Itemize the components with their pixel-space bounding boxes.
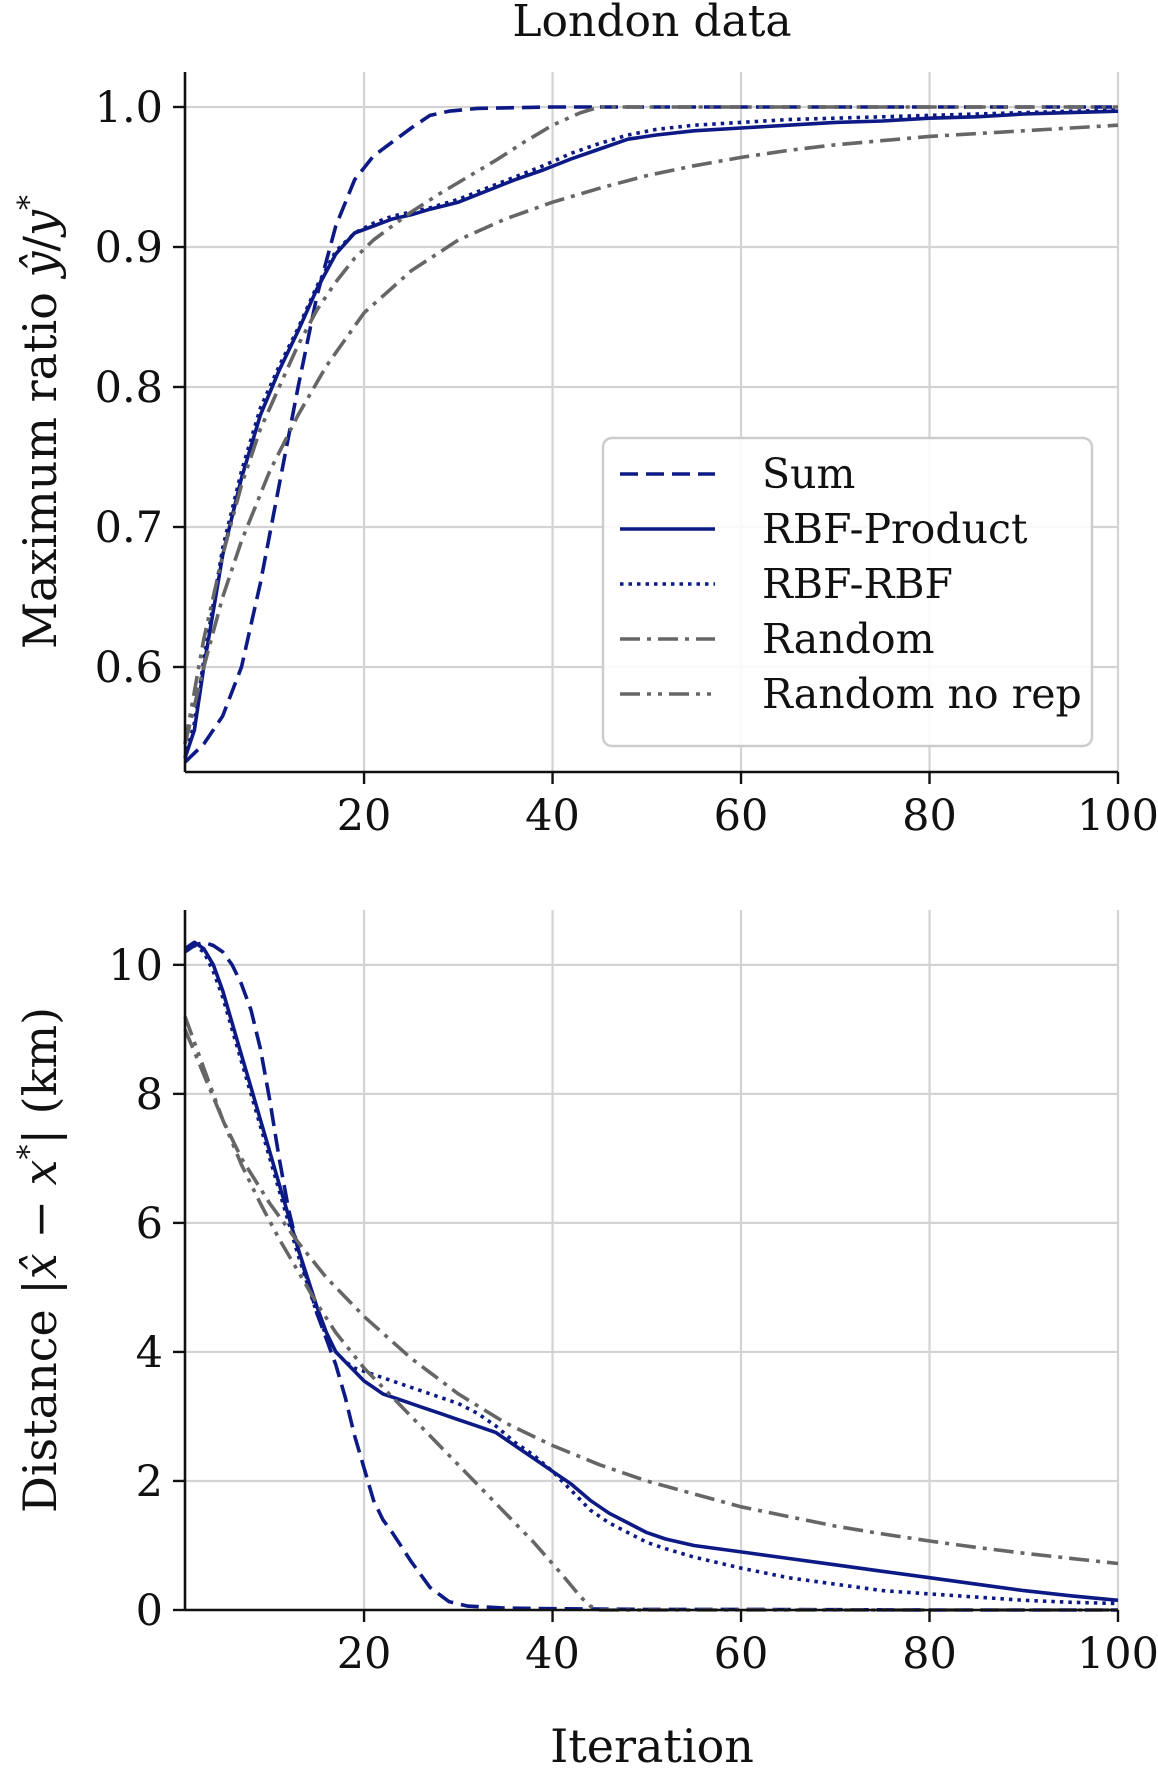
top-y-tick-label: 0.9 — [95, 223, 163, 273]
bottom-panel: 20 40 60 80 100 0 2 4 6 8 10 Distance |x̂ − x*| (k… — [12, 910, 1158, 1773]
bottom-series-random — [183, 1028, 1119, 1566]
legend: Sum RBF-Product RBF-RBF Random Random no rep — [601, 436, 1094, 748]
bottom-series-random_no_rep — [183, 1015, 1118, 1612]
bottom-grid — [185, 910, 1120, 1612]
top-y-axis-label: Maximum ratio ŷ/y* — [12, 195, 68, 649]
legend-frame — [601, 436, 1094, 748]
bottom-series-rbf_product — [183, 940, 1119, 1603]
top-series-random — [183, 123, 1119, 745]
bottom-x-tick-label: 40 — [525, 1629, 580, 1679]
bottom-y-tick-label: 2 — [136, 1457, 163, 1507]
top-y-tick-label: 1.0 — [95, 83, 163, 133]
top-x-tick-label: 80 — [902, 791, 957, 841]
top-panel: London data 20 40 60 80 100 0.6 0.7 0.8 0.9 1.0 M… — [12, 0, 1158, 841]
bottom-series-sum — [183, 940, 1118, 1612]
bottom-x-tick-label: 20 — [337, 1629, 392, 1679]
top-x-tick-label: 60 — [714, 791, 769, 841]
bottom-y-tick-label: 6 — [136, 1199, 163, 1249]
bottom-y-tick-label: 10 — [108, 941, 163, 991]
bottom-x-tick-label: 60 — [714, 1629, 769, 1679]
bottom-x-axis-label: Iteration — [550, 1719, 754, 1773]
bottom-series-rbf_rbf — [184, 943, 1119, 1606]
bottom-series — [183, 940, 1119, 1612]
legend-label-random_no_rep: Random no rep — [762, 670, 1082, 718]
top-y-tick-label: 0.6 — [95, 643, 163, 693]
bottom-x-tick-label: 80 — [902, 1629, 957, 1679]
bottom-y-axis-label: Distance |x̂ − x*| (km) — [12, 1007, 68, 1513]
top-series-rbf_product — [183, 109, 1119, 759]
bottom-x-tick-label: 100 — [1077, 1629, 1158, 1679]
top-y-tick-label: 0.8 — [95, 363, 163, 413]
figure-title: London data — [512, 0, 791, 47]
top-ticks: 20 40 60 80 100 0.6 0.7 0.8 0.9 1.0 — [95, 83, 1158, 841]
top-x-tick-label: 40 — [525, 791, 580, 841]
bottom-y-tick-label: 4 — [136, 1328, 163, 1378]
bottom-ticks: 20 40 60 80 100 0 2 4 6 8 10 — [108, 941, 1158, 1679]
top-series-rbf_rbf — [183, 108, 1119, 759]
legend-label-random: Random — [762, 615, 934, 663]
bottom-y-tick-label: 0 — [136, 1586, 163, 1636]
top-series — [183, 105, 1119, 764]
bottom-y-tick-label: 8 — [136, 1070, 163, 1120]
top-y-tick-label: 0.7 — [95, 503, 163, 553]
top-x-tick-label: 100 — [1077, 791, 1158, 841]
top-x-tick-label: 20 — [337, 791, 392, 841]
legend-label-rbf_product: RBF-Product — [762, 505, 1028, 553]
legend-label-rbf_rbf: RBF-RBF — [762, 560, 953, 608]
legend-label-sum: Sum — [762, 450, 855, 498]
